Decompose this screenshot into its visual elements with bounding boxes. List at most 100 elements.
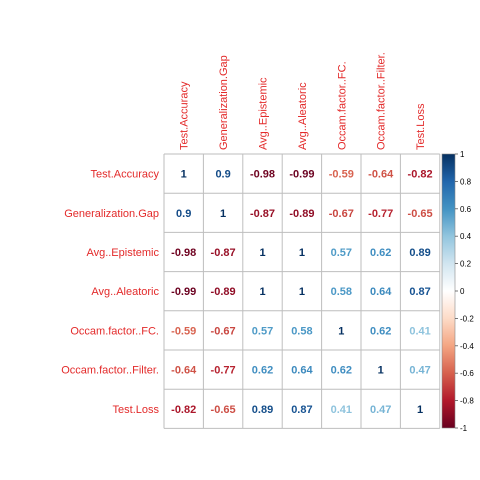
correlation-value: 1 (378, 365, 384, 377)
column-label: Test.Accuracy (179, 81, 191, 150)
correlation-value: 0.89 (252, 404, 273, 416)
correlation-value: -0.67 (329, 208, 354, 220)
correlation-value: -0.98 (250, 169, 275, 181)
correlation-value: 0.9 (176, 208, 191, 220)
correlation-value: 0.87 (291, 404, 312, 416)
correlation-value: 0.58 (331, 286, 352, 298)
correlation-value: -0.65 (211, 404, 236, 416)
correlation-cell (242, 310, 283, 350)
correlation-cell (164, 193, 204, 233)
correlation-value: -0.77 (368, 208, 393, 220)
correlation-cell (321, 154, 361, 194)
correlation-cell (400, 193, 440, 233)
correlation-cell (282, 310, 322, 350)
correlation-value: -0.59 (171, 325, 196, 337)
correlation-cell (282, 154, 322, 194)
correlation-value: 1 (259, 286, 265, 298)
correlation-value: -0.98 (171, 247, 196, 259)
correlation-cell (400, 350, 440, 390)
correlation-value: 1 (220, 208, 226, 220)
correlation-cell (242, 232, 283, 272)
row-label: Avg..Aleatoric (91, 286, 159, 298)
correlation-value: 1 (181, 169, 187, 181)
colorbar (441, 153, 456, 429)
correlation-value: 0.64 (291, 365, 313, 377)
column-label: Generalization.Gap (218, 55, 230, 150)
correlation-cell (361, 350, 401, 390)
correlation-cell (242, 389, 283, 429)
correlation-cell (361, 271, 401, 311)
row-label: Avg..Epistemic (86, 247, 159, 259)
correlation-value: -0.87 (211, 247, 236, 259)
correlation-value: -0.89 (289, 208, 314, 220)
correlation-value: 0.9 (215, 169, 230, 181)
correlation-cell (400, 389, 440, 429)
correlation-value: 0.57 (252, 325, 273, 337)
correlation-value: 0.89 (409, 247, 430, 259)
correlation-cell (164, 310, 204, 350)
correlation-cell (321, 350, 361, 390)
correlation-cell (361, 310, 401, 350)
correlation-value: 0.47 (409, 365, 430, 377)
correlation-cell (400, 271, 440, 311)
correlation-cells (164, 154, 440, 429)
row-label: Generalization.Gap (64, 208, 159, 220)
colorbar-tick-label: -1 (460, 424, 468, 433)
correlation-value: -0.99 (171, 286, 196, 298)
correlation-value: -0.82 (171, 404, 196, 416)
correlation-value: 0.87 (409, 286, 430, 298)
column-label: Test.Loss (415, 103, 427, 150)
correlation-cell (242, 350, 283, 390)
correlation-cell (361, 232, 401, 272)
correlation-cell (164, 389, 204, 429)
correlation-value: -0.64 (171, 365, 197, 377)
row-label: Occam.factor..FC. (70, 325, 159, 337)
correlation-cell (203, 310, 243, 350)
correlation-cell (203, 232, 243, 272)
correlation-value: 1 (417, 404, 423, 416)
column-labels: Test.Accuracy Generalization.Gap Avg..Epis… (179, 52, 427, 150)
correlation-cell (203, 350, 243, 390)
correlation-cell (164, 154, 204, 194)
correlation-cell (164, 271, 204, 311)
correlation-cell (164, 232, 204, 272)
correlation-cell (203, 389, 243, 429)
grid-lines (163, 153, 441, 429)
colorbar-tick-label: 0.8 (460, 177, 472, 186)
correlation-cell (321, 310, 361, 350)
correlation-cell (361, 389, 401, 429)
correlation-value: -0.77 (211, 365, 236, 377)
column-label: Occam.factor..FC. (336, 61, 348, 150)
correlation-cell (400, 154, 440, 194)
correlation-value: 1 (338, 325, 344, 337)
correlation-cell (282, 271, 322, 311)
column-label: Avg..Epistemic (258, 77, 270, 150)
correlation-cell (282, 232, 322, 272)
correlation-value: 0.57 (331, 247, 352, 259)
colorbar-legend: -1 -0.8 -0.6 -0.4 -0.2 0 0.2 0.4 0.6 0.8 1 (441, 150, 474, 433)
correlation-cell (282, 350, 322, 390)
correlation-cell (282, 193, 322, 233)
colorbar-tick-label: 0.6 (460, 205, 472, 214)
correlation-value: 0.41 (409, 325, 430, 337)
correlation-cell (242, 193, 283, 233)
correlation-cell (203, 193, 243, 233)
correlation-value: -0.64 (368, 169, 394, 181)
correlation-value: 0.62 (331, 365, 352, 377)
correlation-cell (242, 154, 283, 194)
correlation-value: 1 (259, 247, 265, 259)
correlation-value: 0.41 (331, 404, 352, 416)
correlation-cell (361, 154, 401, 194)
colorbar-tick-label: -0.2 (460, 314, 474, 323)
correlation-cell (321, 193, 361, 233)
row-labels: Test.Accuracy Generalization.Gap Avg..Epis… (61, 169, 159, 416)
correlation-value: 0.62 (252, 365, 273, 377)
row-label: Test.Loss (113, 404, 160, 416)
correlation-value: -0.87 (250, 208, 275, 220)
correlation-value: -0.99 (289, 169, 314, 181)
colorbar-tick-label: -0.6 (460, 369, 474, 378)
correlation-value: -0.65 (408, 208, 433, 220)
row-label: Test.Accuracy (91, 169, 160, 181)
correlation-cell (282, 389, 322, 429)
correlation-value: 0.62 (370, 325, 391, 337)
